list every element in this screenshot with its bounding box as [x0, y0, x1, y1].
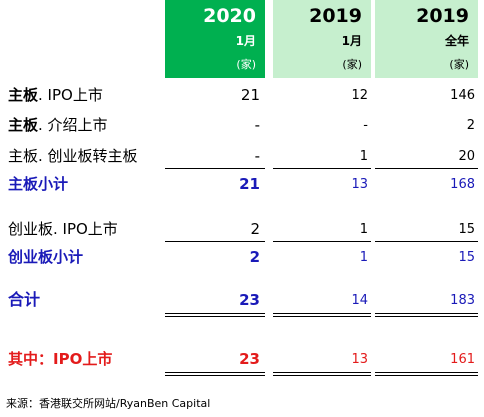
double-divider [273, 372, 371, 376]
cell-2019-full: 15 [458, 250, 475, 265]
cell-2019-full: 161 [450, 352, 475, 367]
row-label: 创业板. IPO上市 [8, 220, 118, 238]
cell-2020: 2 [250, 220, 260, 238]
cell-2019-jan: 1 [359, 149, 368, 164]
cell-2019-jan: 1 [359, 222, 368, 237]
header-unit: (家) [236, 58, 256, 71]
double-divider [273, 313, 371, 317]
cell-2020: 2 [249, 248, 260, 266]
cell-2019-full: 2 [466, 118, 475, 133]
cell-2020: - [254, 147, 260, 165]
header-2020-jan: 2020 1月 (家) [165, 0, 265, 78]
header-2019-full-year: 2019 全年 (家) [375, 0, 478, 78]
header-unit: (家) [449, 58, 469, 71]
row-label: 主板小计 [8, 175, 69, 193]
row-label: 主板. 创业板转主板 [8, 147, 138, 165]
row-label: 主板. 介绍上市 [8, 116, 108, 134]
source-note: 来源：香港联交所网站/RyanBen Capital [6, 397, 211, 410]
cell-2019-full: 183 [450, 293, 475, 308]
cell-2019-jan: 13 [351, 352, 368, 367]
divider [273, 168, 371, 169]
cell-2020: 23 [239, 350, 260, 368]
cell-2019-jan: 13 [351, 177, 368, 192]
header-year: 2019 [309, 5, 362, 27]
row-label: 其中：IPO上市 [8, 350, 113, 368]
cell-2019-full: 146 [450, 88, 475, 103]
divider [375, 241, 478, 242]
cell-2019-full: 15 [458, 222, 475, 237]
cell-2020: - [254, 116, 260, 134]
header-year: 2019 [416, 5, 469, 27]
cell-2020: 21 [239, 175, 260, 193]
header-period: 全年 [444, 34, 469, 48]
double-divider [375, 313, 478, 317]
row-label: 创业板小计 [8, 248, 84, 266]
cell-2019-full: 168 [450, 177, 475, 192]
header-unit: (家) [342, 58, 362, 71]
double-divider [375, 372, 478, 376]
divider [165, 241, 265, 242]
cell-2019-jan: - [363, 118, 368, 133]
double-divider [165, 313, 265, 317]
header-year: 2020 [203, 5, 256, 27]
row-label: 主板. IPO上市 [8, 86, 103, 104]
row-label: 合计 [8, 290, 41, 309]
cell-2019-jan: 1 [359, 250, 368, 265]
divider [273, 241, 371, 242]
header-period: 1月 [235, 34, 256, 48]
divider [375, 168, 478, 169]
header-period: 1月 [341, 34, 362, 48]
cell-2020: 21 [240, 86, 260, 104]
cell-2019-full: 20 [458, 149, 475, 164]
double-divider [165, 372, 265, 376]
header-2019-jan: 2019 1月 (家) [273, 0, 371, 78]
cell-2019-jan: 12 [351, 88, 368, 103]
divider [165, 168, 265, 169]
cell-2019-jan: 14 [351, 293, 368, 308]
cell-2020: 23 [239, 291, 260, 309]
